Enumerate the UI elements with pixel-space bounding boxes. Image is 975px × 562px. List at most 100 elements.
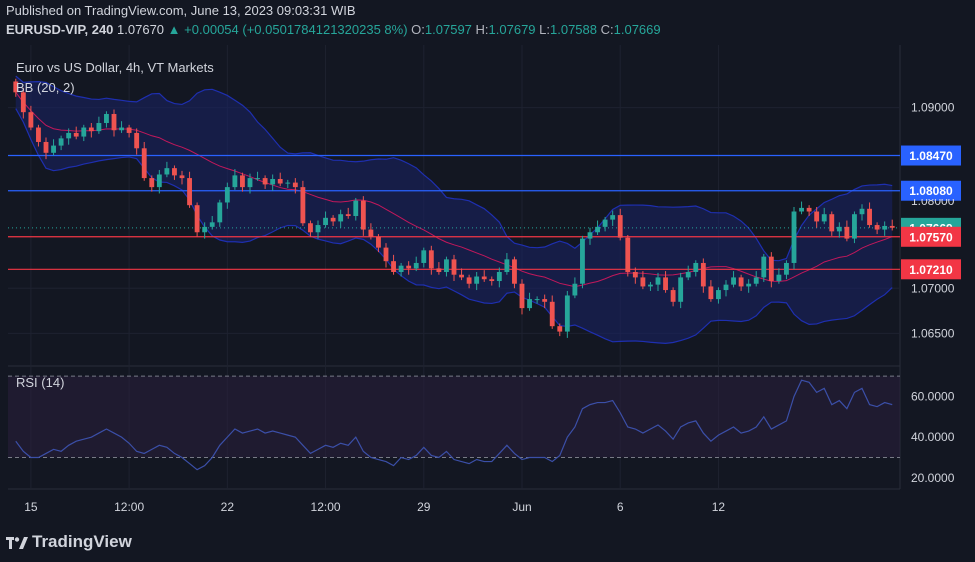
candle-body [655, 277, 661, 285]
candle-body [36, 127, 41, 142]
candle-body [632, 271, 638, 278]
candle-body [519, 283, 525, 309]
rsi-pane [8, 375, 900, 471]
x-tick-label: 15 [24, 500, 38, 514]
high-label: H: [475, 22, 489, 37]
candle-body [119, 127, 124, 131]
candle-body [292, 182, 298, 188]
low-label: L: [539, 22, 550, 37]
candle-body [496, 271, 502, 282]
candle-body [187, 178, 192, 206]
candle-body [308, 223, 313, 233]
candle-body [572, 283, 578, 296]
candle-body [459, 274, 464, 278]
candle-body [255, 178, 260, 180]
candle-body [436, 268, 442, 272]
price-label-box [901, 180, 961, 201]
candle-body [466, 277, 472, 284]
candle-body [406, 265, 412, 269]
candle-body [784, 262, 789, 275]
candle-body [806, 207, 812, 212]
candle-body [421, 250, 427, 263]
candle-body [391, 261, 396, 272]
candle-body [836, 226, 842, 232]
candle-body [821, 214, 827, 222]
last-price: 1.07670 [117, 22, 165, 37]
candle-body [323, 217, 328, 226]
candle-body [776, 274, 782, 282]
candle-body [852, 214, 857, 239]
candle-body [557, 326, 563, 332]
candle-body [164, 168, 170, 175]
candle-body [28, 112, 34, 128]
candle-body [489, 279, 495, 282]
candle-body [595, 226, 600, 233]
candle-body [285, 182, 291, 184]
candle-body [224, 187, 230, 203]
candle-body [746, 283, 752, 287]
candle-body [360, 200, 366, 230]
price-label: 1.08080 [909, 184, 953, 198]
candle-body [867, 208, 872, 226]
x-tick-label: 12 [712, 500, 726, 514]
published-line: Published on TradingView.com, June 13, 2… [6, 3, 356, 18]
candle-body [368, 229, 374, 237]
change-value: +0.00054 (+0.0501784121320235 8%) [184, 22, 408, 37]
candle-body [731, 277, 736, 285]
candle-body [277, 178, 283, 184]
bb-basis-line [15, 92, 893, 288]
candle-body [799, 207, 804, 212]
candle-body [262, 178, 268, 185]
x-tick-label: 29 [417, 500, 431, 514]
y-tick-label: 1.06500 [911, 326, 955, 340]
y-tick-label: 1.09000 [911, 101, 955, 115]
candle-body [481, 276, 487, 280]
candle-body [527, 299, 532, 309]
candle-body [625, 237, 631, 272]
candle-body [753, 277, 759, 284]
candle-body [685, 271, 691, 278]
x-tick-label: 12:00 [114, 500, 144, 514]
candle-body [88, 127, 94, 132]
rsi-line [15, 379, 893, 471]
candle-body [708, 286, 714, 300]
rsi-tick-label: 20.0000 [911, 471, 955, 485]
candle-body [874, 225, 880, 230]
candle-body [534, 299, 540, 301]
axes: 15 12:00 22 12:00 29 Jun 6 12 1.09000 1.06500 1.07… [24, 101, 961, 514]
candle-body [451, 259, 457, 275]
candle-body [413, 262, 419, 269]
candle-body [58, 138, 64, 146]
price-label: 1.07210 [909, 263, 953, 277]
candle-body [96, 123, 102, 132]
candle-body [844, 226, 850, 239]
close-label: C: [600, 22, 614, 37]
candle-body [300, 187, 306, 224]
low-value: 1.07588 [550, 22, 597, 37]
price-label-box [901, 226, 961, 247]
candle-body [587, 232, 593, 239]
candle-body [172, 168, 177, 176]
tradingview-logo-icon [6, 536, 28, 549]
candle-body [149, 178, 155, 188]
candle-body [829, 214, 835, 232]
price-label: 1.07570 [909, 230, 953, 244]
candle-body [73, 132, 79, 137]
candle-body [20, 92, 26, 113]
candle-body [13, 81, 19, 93]
change-up-icon: ▲ [167, 22, 181, 37]
tradingview-logo: TradingView [6, 532, 132, 552]
candle-body [512, 259, 517, 284]
rsi-indicator-label[interactable]: RSI (14) [16, 375, 64, 390]
symbol-label[interactable]: EURUSD-VIP, 240 [6, 22, 114, 37]
candle-body [330, 217, 336, 222]
candle-body [217, 202, 223, 223]
bb-indicator-label[interactable]: BB (20, 2) [16, 80, 75, 95]
candle-body [104, 113, 109, 124]
candle-body [338, 214, 344, 222]
candle-body [156, 174, 162, 188]
candle-body [610, 215, 616, 220]
candle-body [693, 262, 699, 272]
candle-body [444, 259, 449, 272]
